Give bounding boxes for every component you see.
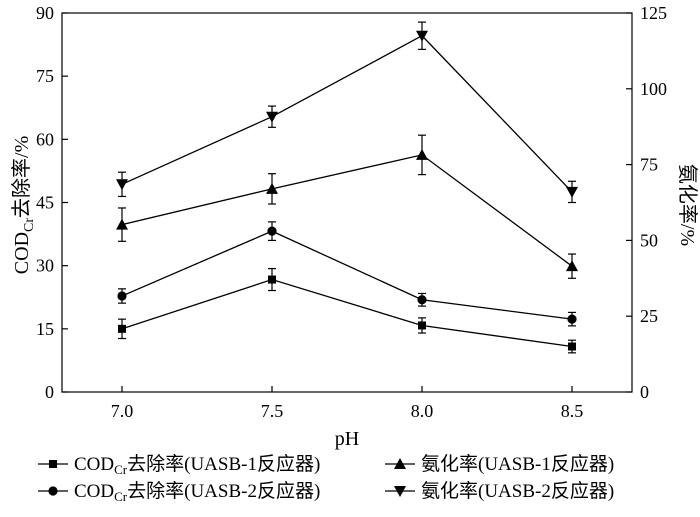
series-line bbox=[121, 154, 573, 267]
legend-item-3: 氨化率(UASB-1反应器) bbox=[385, 453, 614, 475]
legend-item-4: 氨化率(UASB-2反应器) bbox=[385, 480, 614, 502]
left-y-axis-title: CODCr去除率/% bbox=[10, 136, 37, 274]
right-y-axis-title: 氨化率/% bbox=[676, 164, 699, 246]
right-y-tick-label: 75 bbox=[640, 155, 658, 175]
legend-label: CODCr去除率(UASB-2反应器) bbox=[74, 480, 320, 504]
data-point-circle bbox=[267, 226, 277, 236]
left-y-tick-label: 45 bbox=[36, 193, 54, 213]
series-4 bbox=[116, 21, 578, 204]
data-point-triangle-up bbox=[394, 458, 406, 469]
right-y-tick-label: 100 bbox=[640, 79, 667, 99]
plot-border bbox=[61, 12, 633, 393]
data-point-square bbox=[49, 460, 57, 468]
left-y-tick-label: 60 bbox=[36, 129, 54, 149]
series-line bbox=[121, 34, 573, 193]
data-point-circle bbox=[48, 486, 58, 496]
series-line bbox=[121, 278, 573, 348]
left-y-tick-label: 0 bbox=[45, 382, 54, 402]
data-point-triangle-down bbox=[266, 111, 278, 123]
x-axis: 7.0 7.5 8.0 8.5 bbox=[111, 386, 584, 421]
x-tick-label: 7.5 bbox=[261, 401, 284, 421]
data-point-circle bbox=[417, 295, 427, 305]
plot-frame bbox=[61, 12, 633, 393]
x-tick-label: 8.5 bbox=[561, 401, 584, 421]
legend-label: 氨化率(UASB-2反应器) bbox=[421, 480, 614, 502]
data-point-triangle-up bbox=[566, 260, 578, 272]
data-point-triangle-down bbox=[394, 486, 406, 497]
right-y-tick-label: 50 bbox=[640, 230, 658, 250]
data-point-square bbox=[568, 342, 576, 351]
data-point-square bbox=[118, 324, 126, 333]
series-3 bbox=[116, 134, 578, 279]
data-point-triangle-down bbox=[116, 179, 128, 191]
right-y-tick-label: 0 bbox=[640, 382, 649, 402]
left-y-tick-label: 75 bbox=[36, 66, 54, 86]
x-tick-label: 8.0 bbox=[411, 401, 434, 421]
data-point-triangle-down bbox=[416, 30, 428, 42]
series-line bbox=[121, 230, 573, 320]
data-point-triangle-up bbox=[416, 148, 428, 160]
legend-label: 氨化率(UASB-1反应器) bbox=[421, 453, 614, 475]
left-y-tick-label: 30 bbox=[36, 256, 54, 276]
legend: CODCr去除率(UASB-1反应器) CODCr去除率(UASB-2反应器) 氨化… bbox=[38, 453, 614, 504]
right-y-axis: 0 25 50 75 100 125 bbox=[626, 3, 667, 402]
left-y-axis-title-sub: Cr bbox=[22, 218, 37, 232]
x-tick-label: 7.0 bbox=[111, 401, 134, 421]
data-point-square bbox=[418, 321, 426, 330]
right-y-tick-label: 25 bbox=[640, 306, 658, 326]
x-axis-title: pH bbox=[335, 428, 359, 450]
legend-item-1: CODCr去除率(UASB-1反应器) bbox=[38, 453, 320, 477]
left-y-axis-title-rest: 去除率/% bbox=[10, 136, 33, 218]
left-y-axis-title-main: COD bbox=[11, 232, 33, 274]
series-2 bbox=[117, 221, 577, 327]
right-y-tick-label: 125 bbox=[640, 3, 667, 23]
data-point-triangle-down bbox=[566, 186, 578, 198]
series-layer bbox=[116, 21, 578, 354]
left-y-tick-label: 15 bbox=[36, 319, 54, 339]
legend-label: CODCr去除率(UASB-1反应器) bbox=[74, 453, 320, 477]
data-point-square bbox=[268, 275, 276, 284]
left-y-axis: 0 15 30 45 60 75 90 bbox=[36, 3, 68, 402]
data-point-triangle-up bbox=[116, 218, 128, 230]
legend-item-2: CODCr去除率(UASB-2反应器) bbox=[38, 480, 320, 504]
left-y-tick-label: 90 bbox=[36, 3, 54, 23]
data-point-triangle-up bbox=[266, 182, 278, 194]
series-1 bbox=[118, 268, 576, 354]
data-point-circle bbox=[117, 291, 127, 301]
data-point-circle bbox=[567, 314, 577, 324]
